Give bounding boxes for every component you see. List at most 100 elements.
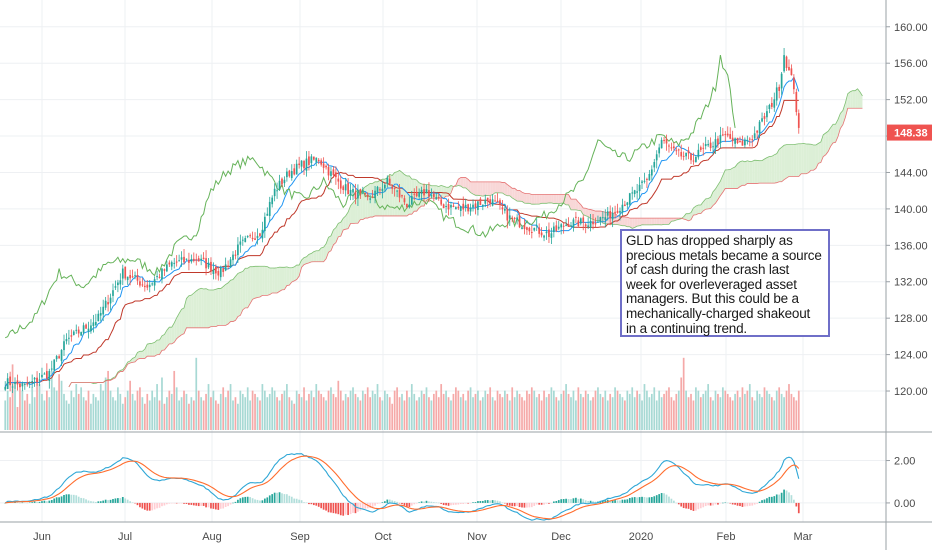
candle-body [455,207,457,210]
macd-histogram-bar [741,502,744,507]
volume-bar [626,390,629,430]
macd-histogram-bar [290,496,293,503]
cloud-segment [477,181,481,196]
cloud-segment [833,124,836,143]
macd-histogram-bar [675,502,678,504]
macd-histogram-bar [337,502,340,515]
candle [259,232,261,238]
cloud-segment [166,327,170,347]
cloud-segment [220,286,224,326]
cloud-segment [338,222,341,237]
candlesticks[interactable] [4,48,800,394]
cloud-segment [142,349,145,359]
candle-body [415,191,418,197]
candle-body [359,189,362,193]
candle [11,383,14,394]
candle [339,175,342,194]
candle-body [357,191,359,199]
macd-histogram-bar [263,498,266,503]
macd-histogram-bar [506,502,509,506]
candle-body [521,227,523,229]
candle [668,143,670,153]
macd-histogram-bar [283,494,286,503]
candle [381,180,384,199]
cloud-segment [159,335,162,355]
annotation-line: GLD has dropped sharply as [626,233,793,248]
cloud-segment [490,181,493,196]
candle-body [290,171,293,179]
candle-body [778,86,781,91]
cloud-segment [786,144,789,179]
senkou-span-a-line [68,88,863,388]
candle-body [717,138,719,145]
candle-body [707,143,710,146]
candle-body [494,200,496,202]
candle-body [406,203,408,208]
cloud-segment [252,266,256,300]
candle [797,109,800,134]
macd-histogram-bar [102,500,105,503]
candle-body [170,262,173,267]
macd-histogram-bar [286,494,288,503]
cloud-segment [828,127,831,152]
cloud-segment [634,218,638,228]
volume-bar [168,390,171,430]
candle-body [369,198,372,200]
annotation-line: of cash during the crash last [626,262,790,278]
candle-body [347,183,349,195]
time-axis[interactable]: Jun Jul Aug Sep Oct Nov Dec 2020 Feb Mar [33,531,813,543]
macd-histogram-bar [437,502,440,504]
macd-histogram-bar [379,502,381,504]
candle-body [261,229,264,239]
volume-bar [668,387,670,430]
volume-bar [597,387,599,430]
cloud-segment [475,181,478,196]
candle-body [712,146,714,148]
candle-body [575,216,577,218]
volume-bar [704,390,707,430]
candle-body [396,190,398,192]
macd-histogram-bar [207,502,210,508]
cloud-segment [531,194,535,205]
candle [582,215,585,231]
volume-bar [499,393,501,430]
candle [624,200,626,207]
candle-body [523,225,526,230]
macd-histogram-bar [349,502,352,515]
senkou-span-b-line [68,107,863,388]
volume-bar [114,400,117,430]
annotation-line: precious metals became a source [626,247,822,263]
volume-bar [124,397,127,430]
volume-bar [513,397,516,430]
candle [477,201,479,216]
candle-body [241,239,244,241]
cloud-segment [264,266,268,296]
candle [183,248,185,265]
macd-histogram-bar [582,499,585,503]
cloud-segment [820,134,824,163]
cloud-segment [512,188,515,200]
volume-bar [26,393,29,430]
cloud-segment [852,90,856,109]
candle-body [641,181,643,183]
price-axis[interactable]: 160.00156.00152.00148.00144.00140.00136.… [886,22,928,510]
macd-histogram-bar [432,502,435,503]
time-tick-label: Dec [551,531,571,543]
volume-bar [494,400,496,430]
cloud-segment [857,88,861,109]
candle-body [692,160,695,162]
candle [77,326,80,338]
candle [472,199,474,212]
volume-bar [180,397,183,430]
volume-bar [234,397,237,430]
cloud-segment [267,266,270,296]
candle [288,169,291,178]
cloud-segment [764,157,767,184]
macd-histogram-bar [185,502,188,504]
candle [496,193,499,203]
candle [452,202,455,208]
volume-bar [584,390,587,430]
cloud-segment [671,218,674,222]
candle-body [239,241,242,245]
